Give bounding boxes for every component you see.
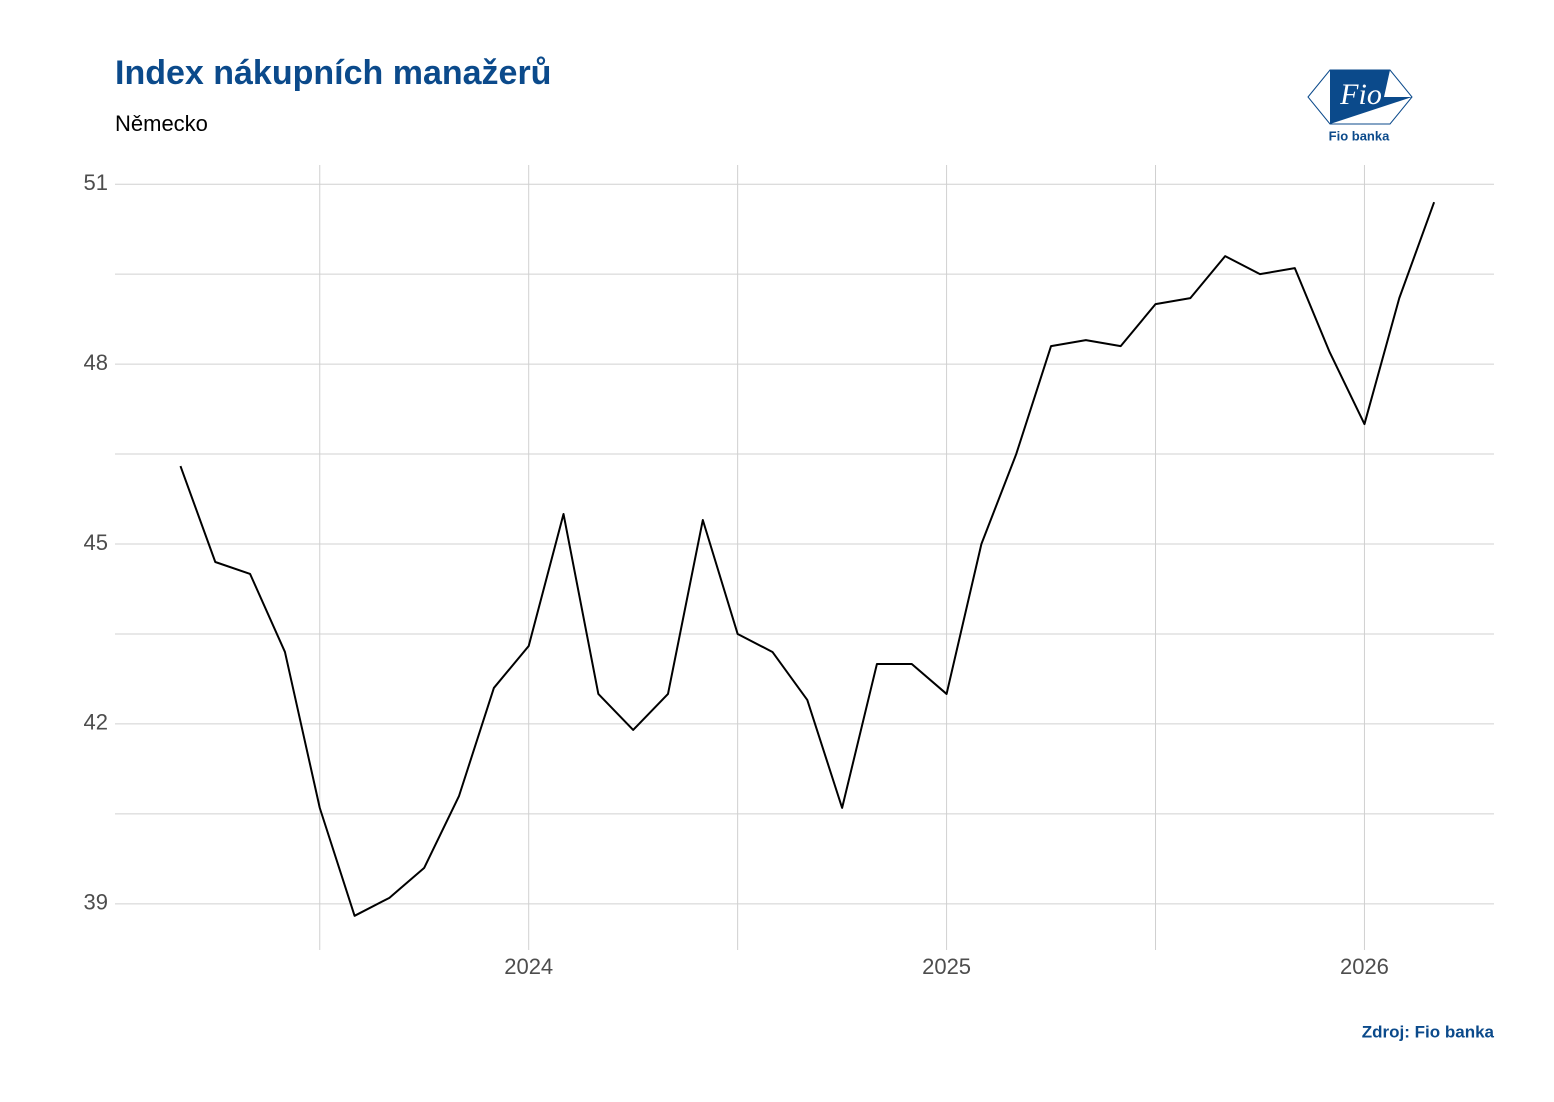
x-tick-label: 2026 (1340, 954, 1389, 979)
y-tick-label: 48 (84, 350, 108, 375)
source: Zdroj: Fio banka (1362, 1022, 1495, 1041)
grid (115, 165, 1494, 950)
y-tick-label: 42 (84, 710, 108, 735)
logo-name: Fio banka (1329, 128, 1390, 143)
y-tick-label: 39 (84, 890, 108, 915)
chart-subtitle: Německo (115, 111, 208, 136)
logo-mark: Fio (1339, 78, 1382, 111)
chart-title: Index nákupních manažerů (115, 54, 551, 92)
x-tick-label: 2025 (922, 954, 971, 979)
x-tick-label: 2024 (504, 954, 553, 979)
y-tick-label: 45 (84, 530, 108, 555)
line (179, 201, 1436, 917)
logo-shape (1330, 70, 1412, 124)
logo: Fio Fio banka (1307, 69, 1413, 143)
y-tick-label: 51 (84, 170, 108, 195)
